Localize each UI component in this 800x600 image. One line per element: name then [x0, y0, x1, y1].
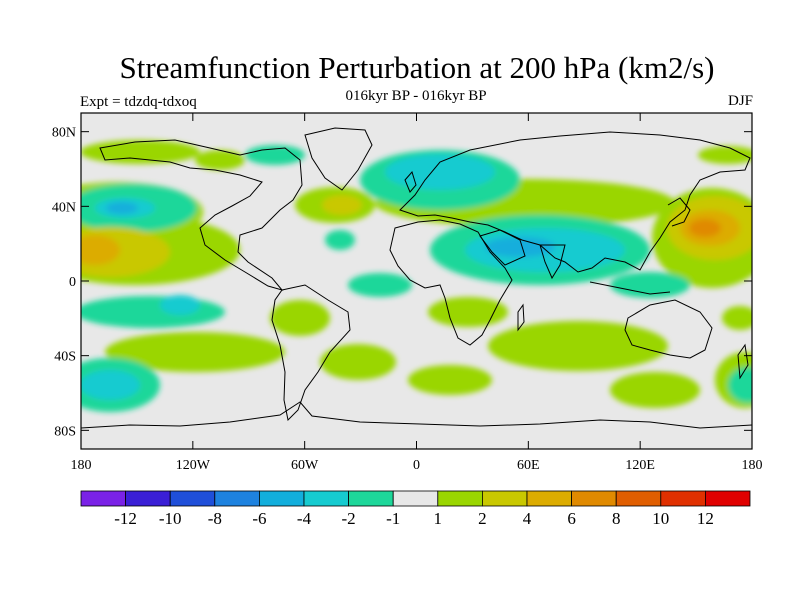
lon-tick-label: 60E: [517, 458, 540, 473]
north-america-coast: [99, 139, 303, 291]
colorbar-label: -8: [208, 509, 222, 528]
colorbar-label: -6: [252, 509, 266, 528]
colorbar-swatch: [169, 490, 216, 507]
contour-band: [195, 150, 245, 170]
uk-coast: [404, 170, 417, 193]
colorbar-swatch: [125, 490, 171, 507]
chart-subtitle: 016kyr BP - 016kyr BP: [345, 88, 487, 104]
contour-band: [81, 140, 200, 164]
colorbar-swatch: [571, 490, 617, 507]
contour-band: [81, 235, 120, 265]
contour-band: [81, 296, 225, 328]
japan-coast: [667, 197, 691, 227]
lon-tick-label: 180: [742, 458, 763, 473]
contour-band: [488, 321, 668, 371]
lat-tick-label: 0: [69, 275, 76, 290]
contour-band: [610, 372, 700, 408]
contour-band: [728, 367, 752, 403]
contour-band: [320, 344, 396, 380]
contour-band: [160, 295, 200, 315]
antarctica-coast: [81, 401, 752, 429]
contour-band: [408, 365, 492, 395]
contour-band: [270, 300, 330, 336]
colorbar-swatch: [660, 490, 706, 507]
colorbar-label: -12: [114, 509, 137, 528]
colorbar-label: 2: [478, 509, 487, 528]
contour-band: [428, 297, 508, 327]
contour-band: [385, 154, 495, 190]
contour-band: [485, 237, 555, 257]
colorbar-label: -4: [297, 509, 312, 528]
colorbar-swatch: [80, 490, 126, 507]
contour-band: [105, 332, 285, 372]
colorbar-label: -10: [159, 509, 182, 528]
new-zealand-coast: [737, 343, 749, 380]
colorbar-label: 4: [523, 509, 532, 528]
africa-coast: [389, 219, 513, 346]
lat-tick-label: 40N: [52, 200, 76, 215]
colorbar: -12 -10 -8 -6 -4 -2 -1 1 2 4 6 8 10 12: [80, 490, 751, 528]
season-label: DJF: [727, 93, 753, 109]
colorbar-swatch: [481, 490, 528, 507]
lon-tick-label: 120W: [176, 458, 211, 473]
colorbar-swatch: [303, 490, 349, 507]
contour-band: [322, 195, 362, 215]
colorbar-swatch: [348, 490, 394, 507]
colorbar-label: 6: [567, 509, 576, 528]
colorbar-swatch: [705, 490, 751, 507]
india-coast: [539, 244, 566, 280]
arabia-coast: [479, 229, 526, 266]
contour-band: [348, 273, 412, 297]
contour-band: [610, 272, 690, 298]
chart-title: Streamfunction Perturbation at 200 hPa (…: [119, 50, 715, 85]
colorbar-label: -1: [386, 509, 400, 528]
colorbar-swatch: [214, 490, 260, 507]
south-america-coast: [271, 284, 351, 422]
lat-tick-label: 80N: [52, 126, 76, 141]
lat-tick-label: 80S: [54, 424, 76, 439]
colorbar-swatch: [437, 490, 483, 507]
colorbar-label: 12: [697, 509, 714, 528]
lon-tick-label: 180: [71, 458, 92, 473]
colorbar-swatch: [258, 490, 305, 507]
coastlines: [81, 127, 752, 429]
contour-band: [325, 230, 355, 250]
contour-band: [698, 146, 752, 164]
contour-band: [722, 306, 752, 330]
colorbar-swatch: [526, 490, 572, 507]
madagascar-coast: [517, 303, 525, 332]
contour-band: [245, 145, 305, 165]
lon-axis: 180 120W 60W 0 60E 120E 180: [71, 113, 763, 473]
indonesia-coast: [589, 281, 671, 295]
lon-tick-label: 0: [413, 458, 420, 473]
colorbar-label: 1: [434, 509, 443, 528]
australia-coast: [624, 299, 713, 359]
lon-tick-label: 60W: [291, 458, 319, 473]
colorbar-swatch: [392, 490, 439, 507]
greenland-coast: [304, 127, 373, 191]
contour-band: [689, 219, 721, 237]
colorbar-label: 8: [612, 509, 621, 528]
lon-tick-label: 120E: [625, 458, 655, 473]
lat-tick-label: 40S: [54, 350, 76, 365]
contour-fills: [81, 140, 752, 412]
contour-band: [106, 202, 138, 214]
colorbar-label: -2: [342, 509, 356, 528]
colorbar-label: 10: [652, 509, 669, 528]
contour-band: [81, 370, 140, 400]
colorbar-swatch: [615, 490, 662, 507]
experiment-label: Expt = tdzdq-tdxoq: [80, 94, 197, 110]
lat-axis: 80N 40N 0 40S 80S: [52, 126, 752, 439]
